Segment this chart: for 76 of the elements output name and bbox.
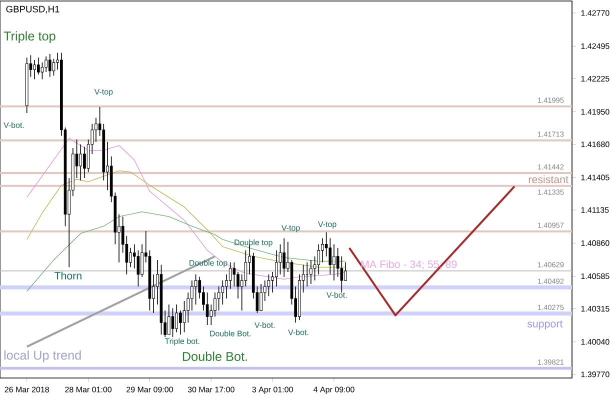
candlestick: [328, 238, 332, 275]
annotation: Thorn: [54, 272, 82, 280]
annotation: Double Bot.: [210, 330, 250, 336]
annotation: V-bot.: [254, 322, 275, 328]
candlestick: [260, 284, 262, 311]
x-tick-label: 26 Mar 2018: [4, 386, 49, 392]
candlestick: [167, 304, 170, 336]
annotation: Triple bot.: [164, 338, 200, 346]
candlestick: [190, 280, 194, 311]
x-tick-label: 29 Mar 09:00: [126, 386, 173, 392]
y-tick-label: 1.40315: [581, 306, 610, 312]
candlestick: [336, 248, 340, 278]
y-tick-label: 1.42770: [581, 10, 610, 16]
annotation: local Up trend: [4, 350, 81, 362]
y-tick-label: 1.40860: [581, 240, 610, 246]
candlestick: [182, 300, 186, 333]
candlestick: [332, 244, 336, 281]
annotation: Triple top: [4, 31, 56, 44]
x-tick-label: 3 Apr 01:00: [252, 386, 293, 394]
candlestick: [221, 280, 224, 305]
candlestick: [179, 310, 182, 336]
annotation: Double top: [234, 239, 272, 247]
chart-title: GBPUSD,H1: [6, 6, 60, 14]
candlestick: [267, 274, 270, 296]
candlestick: [44, 56, 48, 72]
candlestick: [310, 260, 312, 284]
text: V-bot.: [4, 122, 24, 128]
y-tick-label: 1.42225: [581, 76, 610, 82]
candlestick: [194, 274, 198, 305]
candlestick: [214, 292, 216, 317]
candlestick: [344, 262, 347, 281]
candlestick: [206, 292, 209, 326]
line-series: [26, 170, 346, 268]
annotation: support: [527, 320, 563, 330]
candlestick: [40, 62, 44, 80]
candlestick: [129, 248, 132, 268]
candlestick: [228, 262, 232, 290]
y-tick-label: 1.41405: [581, 174, 610, 180]
y-tick-label: 1.42495: [581, 43, 610, 49]
y-tick-label: 1.41680: [581, 142, 610, 148]
annotation: V-bot.: [326, 292, 347, 298]
x-tick-label: 30 Mar 17:00: [188, 386, 234, 392]
y-tick-label: 1.40585: [581, 273, 610, 280]
candlestick: [175, 304, 178, 333]
y-tick-label: 1.41135: [581, 207, 609, 213]
candlestick: [79, 144, 82, 181]
candlestick: [321, 238, 324, 263]
x-tick-label: 4 Apr 09:00: [314, 386, 354, 394]
candlestick: [217, 286, 220, 311]
annotation: Double Bot.: [182, 352, 247, 361]
candlestick: [274, 250, 278, 287]
candlestick: [236, 272, 240, 299]
y-tick-label: 1.39770: [581, 372, 610, 378]
annotation: Double top: [190, 260, 228, 268]
candlestick: [83, 146, 86, 178]
candlestick: [140, 244, 144, 278]
x-tick-label: 28 Mar 01:00: [65, 386, 112, 392]
candlestick: [232, 262, 236, 287]
candlestick: [36, 57, 40, 75]
y-tick-label: 1.40040: [581, 339, 610, 345]
annotation: V-bot.: [288, 329, 308, 336]
line-series: [26, 211, 346, 292]
candlestick: [340, 256, 344, 293]
y-tick-label: 1.41950: [581, 108, 610, 115]
annotation: MA Fibo - 34; 55; 89: [361, 260, 457, 270]
candlestick: [94, 117, 98, 142]
candlestick: [317, 244, 320, 275]
candlestick: [33, 60, 36, 80]
line-series: [26, 138, 346, 280]
candlestick: [282, 238, 286, 278]
annotation: V-top: [94, 88, 113, 96]
annotation: V-top: [318, 221, 336, 229]
annotation: resistant: [528, 175, 568, 184]
candlestick: [171, 308, 174, 338]
candlestick: [48, 54, 52, 78]
annotation: V-top: [282, 225, 300, 232]
